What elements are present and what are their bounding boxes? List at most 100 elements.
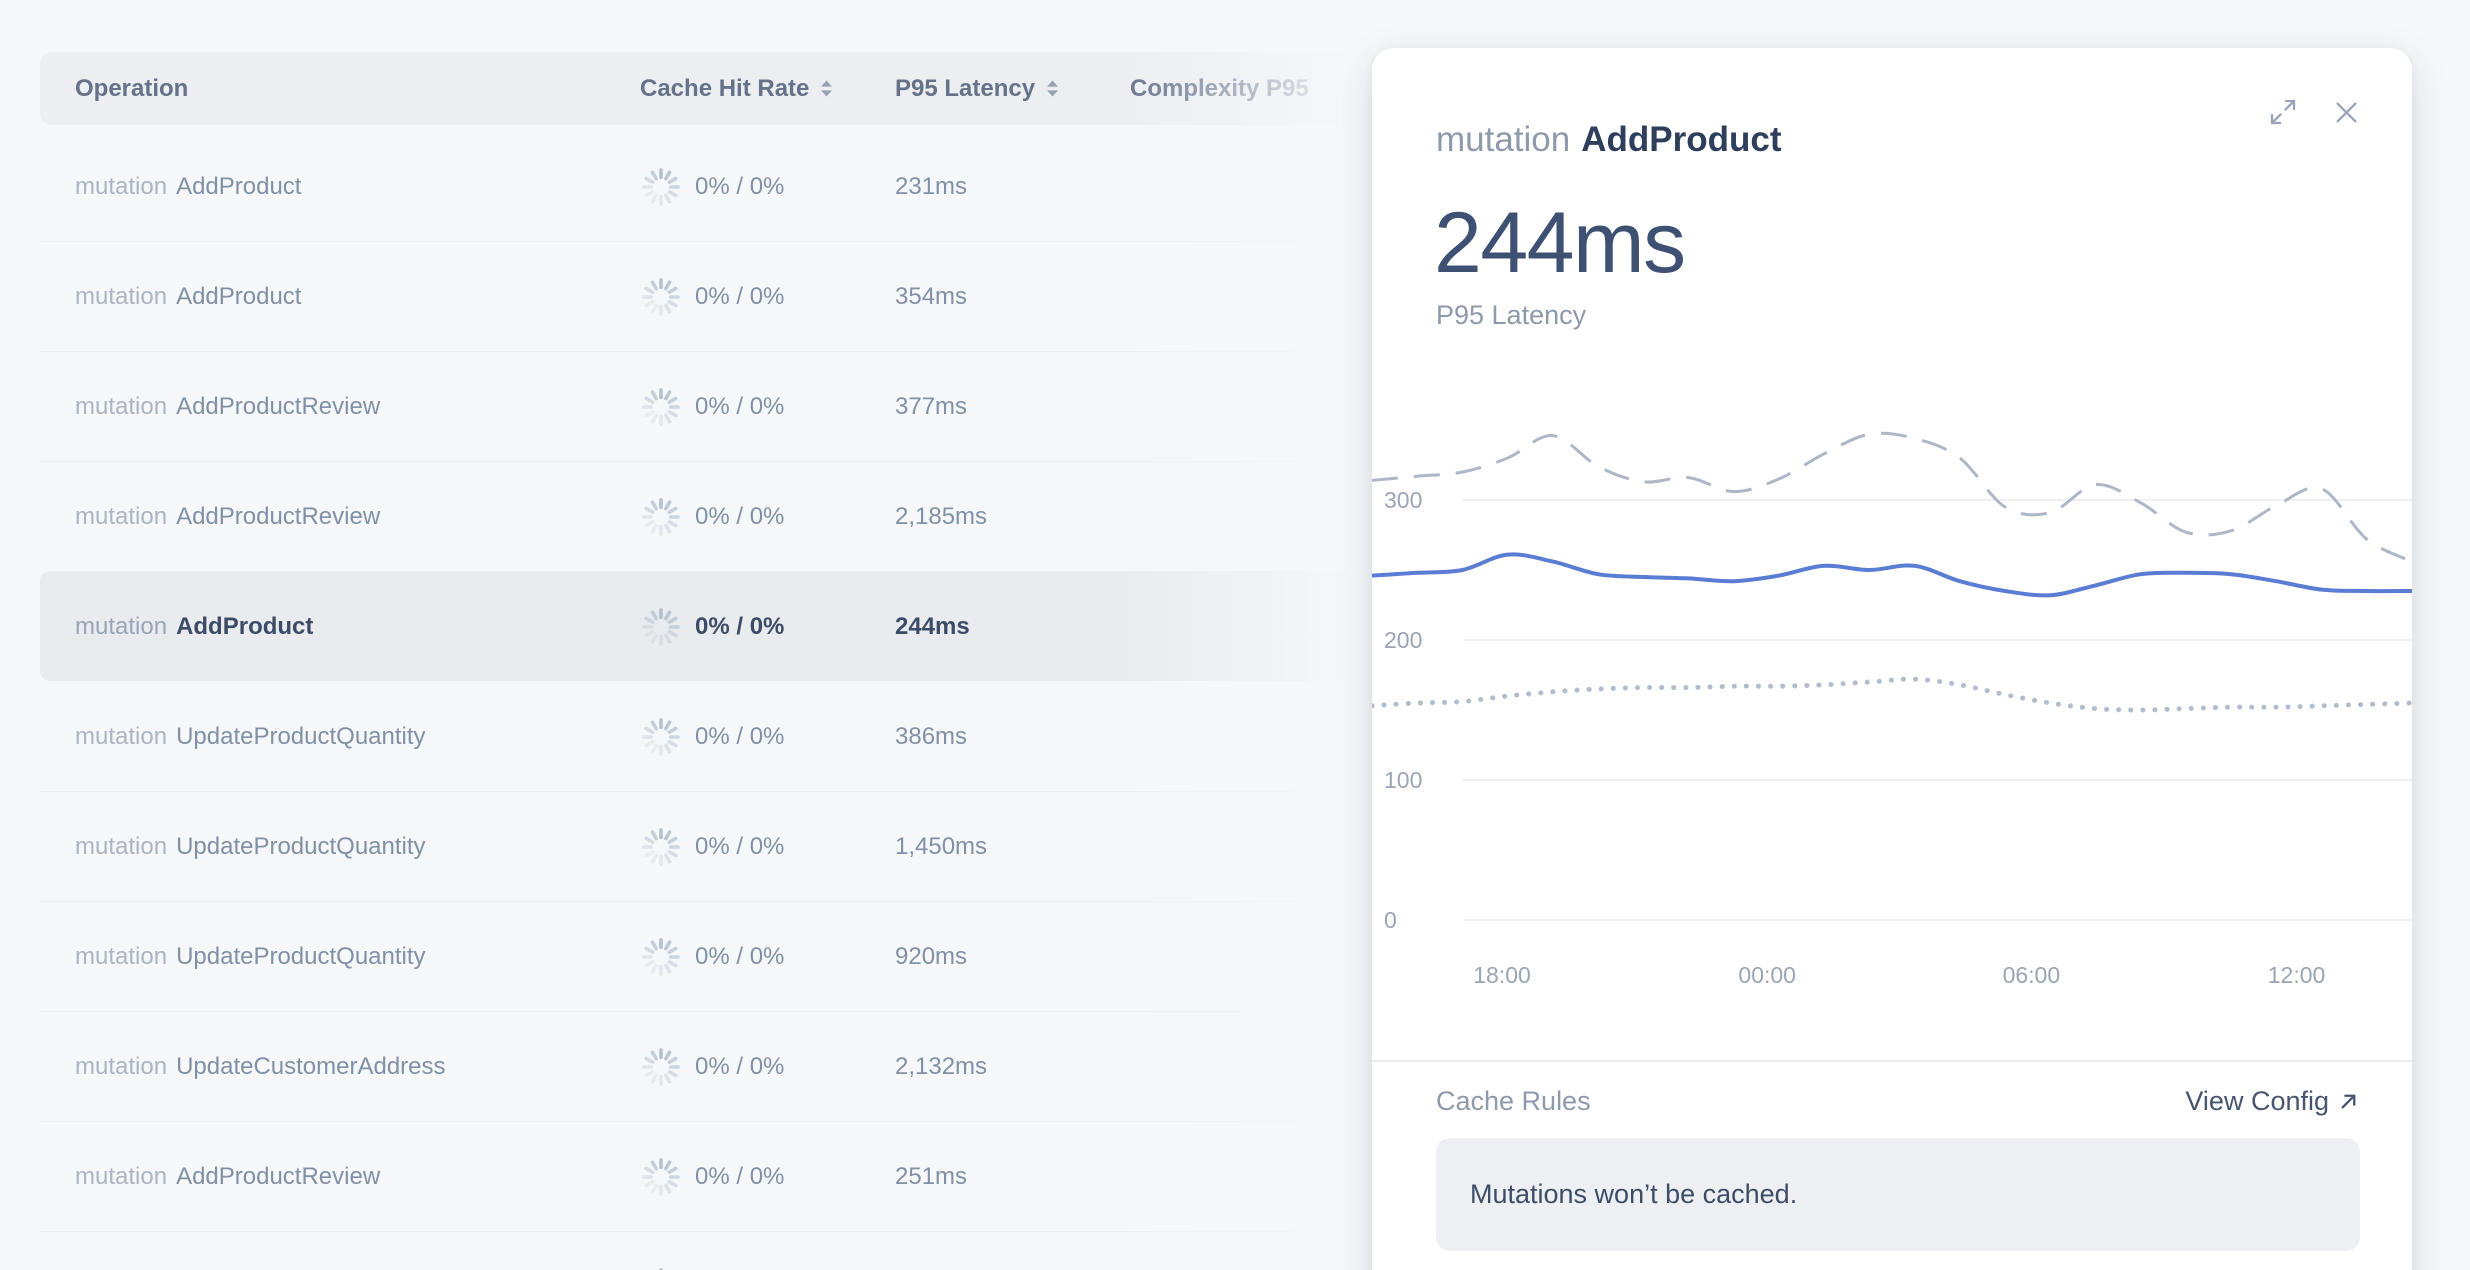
operation-name: AddProductReview <box>176 502 381 530</box>
column-header-p95-latency[interactable]: P95 Latency <box>895 75 1130 103</box>
column-header-complexity[interactable]: Complexity P95 <box>1130 75 1354 103</box>
operation-name: UpdateCustomerAddress <box>176 1052 446 1080</box>
table-row[interactable]: mutation UpdateCustomerAddress 0% / 0% 2,… <box>40 1011 1354 1121</box>
cache-hit-rate-value: 0% / 0% <box>695 832 785 860</box>
column-header-cache-hit-rate[interactable]: Cache Hit Rate <box>640 75 895 103</box>
p95-latency-value: 2,132ms <box>895 1052 988 1080</box>
operation-name: AddProductReview <box>176 1162 381 1190</box>
close-button[interactable] <box>2333 99 2360 126</box>
operation-cell: mutation AddProductReview <box>75 503 640 531</box>
cache-hit-rate-cell: 0% / 0% <box>640 826 895 868</box>
cache-note-text: Mutations won’t be cached. <box>1470 1179 1798 1209</box>
cache-hit-rate-cell: 0% / 0% <box>640 1156 895 1198</box>
expand-button[interactable] <box>2269 98 2297 126</box>
loading-spinner-icon <box>642 1047 680 1086</box>
metric-value: 244ms <box>1434 195 1686 291</box>
operation-type: mutation <box>75 1162 168 1190</box>
operation-cell: mutation UpdateProductQuantity <box>75 943 640 971</box>
column-label: Cache Hit Rate <box>640 74 810 102</box>
cache-hit-rate-value: 0% / 0% <box>695 942 785 970</box>
p95-latency-value: 2,185ms <box>895 502 988 530</box>
table-row[interactable]: mutation AddProduct 0% / 0% 231ms <box>40 131 1354 241</box>
close-icon <box>2336 101 2357 123</box>
operation-type: mutation <box>75 502 168 530</box>
latency-chart: 0 100 200 300 18:00 00:00 06:00 12:00 <box>1372 431 2412 988</box>
loading-spinner-icon <box>642 937 680 976</box>
table-row[interactable]: mutation AddProduct 0% / 0% 244ms <box>40 571 1354 681</box>
operation-type: mutation <box>75 612 168 640</box>
p95-latency-value: 251ms <box>895 1162 968 1190</box>
cache-hit-rate-cell: 0% / 0% <box>640 1046 895 1088</box>
expand-icon <box>2270 99 2296 125</box>
operation-cell: mutation UpdateCustomerAddress <box>75 1053 640 1081</box>
operation-name: UpdateProductQuantity <box>176 942 426 970</box>
cache-hit-rate-cell <box>640 1266 895 1270</box>
operation-name: UpdateProductQuantity <box>176 832 426 860</box>
cache-hit-rate-value: 0% / 0% <box>695 282 785 310</box>
view-config-label: View Config <box>2185 1086 2329 1116</box>
cache-hit-rate-value: 0% / 0% <box>695 502 785 530</box>
operation-name: UpdateProductQuantity <box>176 722 426 750</box>
table-row[interactable]: mutation UpdateProductQuantity 0% / 0% 92… <box>40 901 1354 1011</box>
operation-cell: mutation AddProduct <box>75 613 640 641</box>
operation-detail-panel: mutation AddProduct 244ms P95 Latency 0 10… <box>1372 48 2412 1270</box>
panel-title-name: AddProduct <box>1581 120 1782 159</box>
cache-note: Mutations won’t be cached. <box>1436 1138 2360 1251</box>
operation-name: AddProduct <box>176 172 302 200</box>
operation-name: AddProduct <box>176 612 314 640</box>
cache-hit-rate-cell: 0% / 0% <box>640 276 895 318</box>
table-row[interactable]: mutation AddProductReview 0% / 0% 2,185ms <box>40 461 1354 571</box>
operation-cell: mutation UpdateProductQuantity <box>75 833 640 861</box>
cache-rules-section: Cache Rules View Config <box>1436 1086 2359 1117</box>
column-header-operation: Operation <box>75 75 640 103</box>
cache-hit-rate-value: 0% / 0% <box>695 722 785 750</box>
loading-spinner-icon <box>642 827 680 866</box>
operation-type: mutation <box>75 832 168 860</box>
cache-hit-rate-cell: 0% / 0% <box>640 386 895 428</box>
cache-hit-rate-value: 0% / 0% <box>695 1162 785 1190</box>
p95-latency-value: 920ms <box>895 942 968 970</box>
svg-text:06:00: 06:00 <box>2003 962 2061 988</box>
loading-spinner-icon <box>642 607 680 646</box>
panel-title: mutation AddProduct <box>1436 120 1782 160</box>
table-row[interactable]: mutation UpdateProductQuantity 0% / 0% 1,… <box>40 791 1354 901</box>
table-row[interactable]: mutation UpdateProductQuantity 0% / 0% 38… <box>40 681 1354 791</box>
cache-hit-rate-value: 0% / 0% <box>695 392 785 420</box>
table-row[interactable]: mutation AddProductReview 0% / 0% 251ms <box>40 1121 1354 1231</box>
external-link-icon <box>2341 1094 2356 1109</box>
loading-spinner-icon <box>642 387 680 426</box>
loading-spinner-icon <box>642 1267 680 1270</box>
table-row[interactable] <box>40 1231 1354 1270</box>
svg-text:00:00: 00:00 <box>1738 962 1796 988</box>
loading-spinner-icon <box>642 277 680 316</box>
view-config-link[interactable]: View Config <box>2185 1086 2359 1117</box>
table-row[interactable]: mutation AddProductReview 0% / 0% 377ms <box>40 351 1354 461</box>
operation-name: AddProduct <box>176 282 302 310</box>
operation-type: mutation <box>75 282 168 310</box>
p95-latency-value: 1,450ms <box>895 832 988 860</box>
operation-cell: mutation UpdateProductQuantity <box>75 723 640 751</box>
cache-hit-rate-cell: 0% / 0% <box>640 496 895 538</box>
panel-divider <box>1372 1060 2412 1062</box>
operation-cell: mutation AddProductReview <box>75 393 640 421</box>
operation-type: mutation <box>75 392 168 420</box>
svg-text:300: 300 <box>1384 487 1422 513</box>
metric-label: P95 Latency <box>1436 300 1587 330</box>
cache-hit-rate-value: 0% / 0% <box>695 612 785 640</box>
sort-icon <box>821 80 833 97</box>
loading-spinner-icon <box>642 717 680 756</box>
column-label: P95 Latency <box>895 74 1036 102</box>
svg-text:18:00: 18:00 <box>1473 962 1531 988</box>
svg-text:200: 200 <box>1384 627 1422 653</box>
operation-type: mutation <box>75 722 168 750</box>
operation-cell: mutation AddProduct <box>75 283 640 311</box>
cache-rules-label: Cache Rules <box>1436 1086 1591 1116</box>
table-row[interactable]: mutation AddProduct 0% / 0% 354ms <box>40 241 1354 351</box>
cache-hit-rate-value: 0% / 0% <box>695 1052 785 1080</box>
loading-spinner-icon <box>642 497 680 536</box>
cache-hit-rate-value: 0% / 0% <box>695 172 785 200</box>
svg-text:100: 100 <box>1384 767 1422 793</box>
operation-cell: mutation AddProduct <box>75 173 640 201</box>
cache-hit-rate-cell: 0% / 0% <box>640 606 895 648</box>
